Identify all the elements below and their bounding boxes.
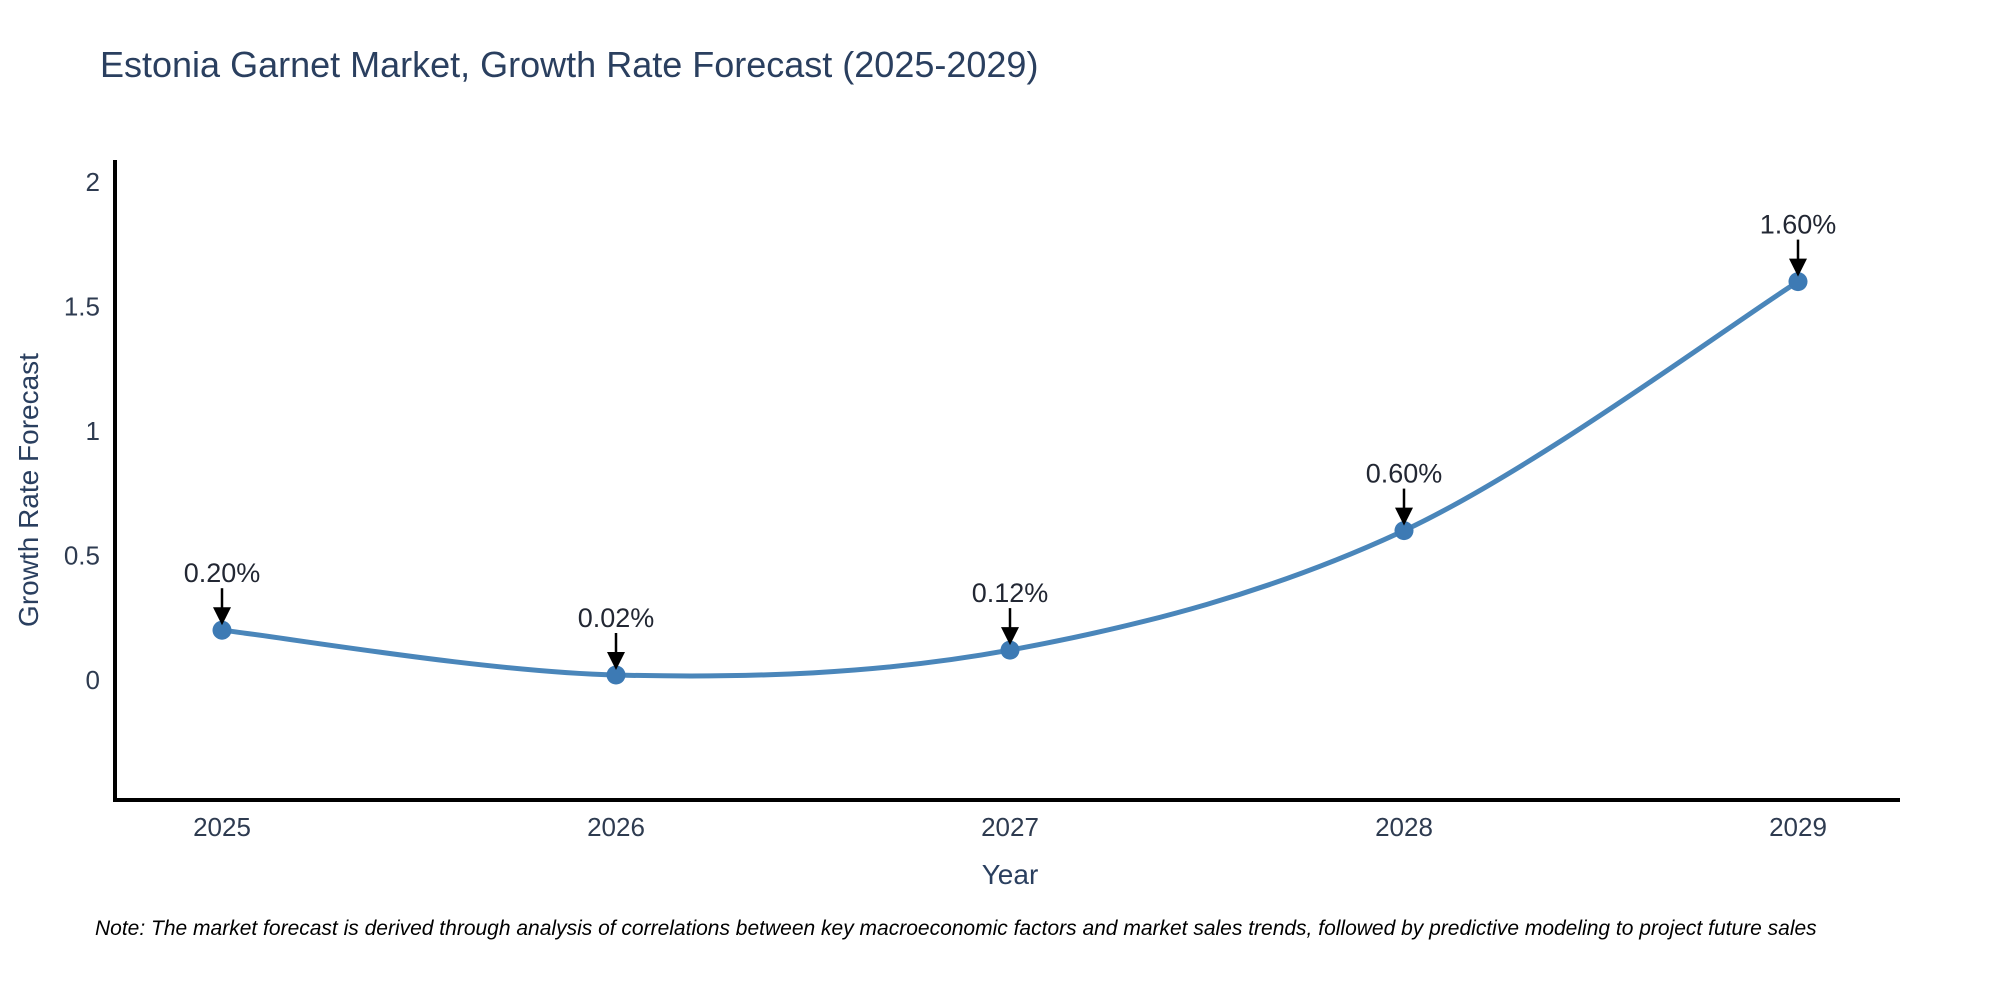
forecast-line bbox=[219, 279, 1801, 679]
data-point-2025[interactable] bbox=[212, 620, 232, 640]
annotation-label-2027: 0.12% bbox=[972, 578, 1049, 608]
x-tick-label: 2029 bbox=[1769, 812, 1827, 842]
y-tick-label: 0 bbox=[86, 665, 100, 695]
annotation-label-2026: 0.02% bbox=[578, 603, 655, 633]
annotation-label-2025: 0.20% bbox=[184, 558, 261, 588]
annotation-arrowhead bbox=[607, 652, 625, 670]
data-point-2029[interactable] bbox=[1788, 272, 1808, 292]
annotation-arrowhead bbox=[1789, 258, 1807, 277]
y-tick-label: 0.5 bbox=[64, 541, 100, 571]
data-point-2027[interactable] bbox=[1000, 640, 1020, 660]
annotation-label-2029: 1.60% bbox=[1760, 210, 1837, 240]
y-axis-title: Growth Rate Forecast bbox=[13, 353, 44, 627]
chart-title: Estonia Garnet Market, Growth Rate Forec… bbox=[100, 44, 1039, 85]
annotation-arrowhead bbox=[1001, 627, 1019, 646]
plot-area: 0 0.5 1 1.5 2 2025 2026 2027 2028 2029 0.20% 0.02% 0… bbox=[64, 160, 1900, 842]
x-axis-title: Year bbox=[982, 859, 1039, 890]
x-tick-label: 2026 bbox=[587, 812, 645, 842]
data-point-2026[interactable] bbox=[606, 665, 626, 685]
y-tick-label: 2 bbox=[86, 167, 100, 197]
note-text: Note: The market forecast is derived thr… bbox=[95, 917, 1817, 940]
y-tick-label: 1 bbox=[86, 416, 100, 446]
annotation-arrowhead bbox=[1395, 507, 1413, 526]
x-tick-label: 2027 bbox=[981, 812, 1039, 842]
annotation-label-2028: 0.60% bbox=[1366, 459, 1443, 489]
x-tick-label: 2028 bbox=[1375, 812, 1433, 842]
y-tick-label: 1.5 bbox=[64, 292, 100, 322]
data-point-2028[interactable] bbox=[1394, 521, 1414, 541]
annotation-arrowhead bbox=[213, 607, 231, 626]
x-tick-label: 2025 bbox=[193, 812, 251, 842]
